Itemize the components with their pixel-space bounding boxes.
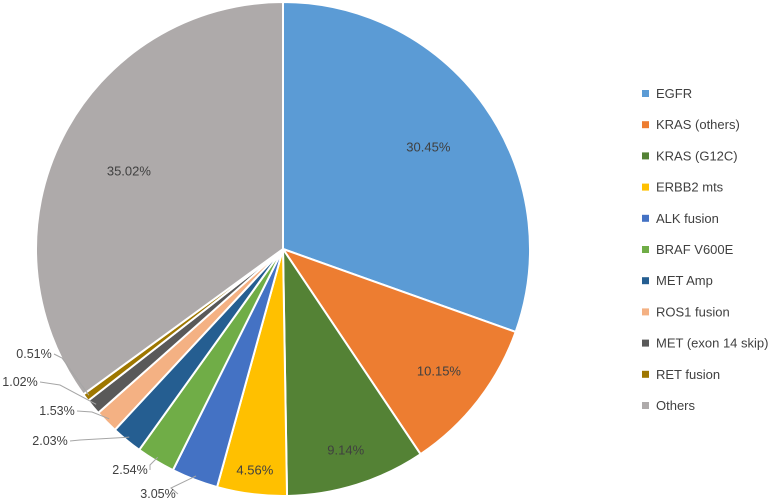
data-labels: 30.45% 10.15% 9.14% 4.56% 3.05% 2.54% 2.03% 1.5… — [2, 140, 461, 501]
leader-line-ret-fusion — [53, 353, 90, 396]
legend-swatch-ret-fusion — [642, 370, 649, 378]
pie-slices — [35, 0, 531, 497]
data-label-met-amp: 2.03% — [32, 434, 67, 448]
leader-line-alk-fusion — [170, 475, 197, 495]
legend-label-kras-others: KRAS (others) — [656, 117, 740, 132]
legend-label-ret-fusion: RET fusion — [656, 367, 720, 382]
legend-swatch-erbb2-mts — [642, 183, 649, 191]
legend-swatch-met-exon-14-skip — [642, 339, 649, 347]
legend-swatch-met-amp — [642, 277, 649, 285]
pie-slice-egfr — [282, 0, 531, 334]
legend-swatch-kras-others — [642, 121, 649, 129]
legend-label-erbb2-mts: ERBB2 mts — [656, 180, 724, 195]
leader-line-braf-v600e — [149, 456, 159, 470]
data-label-egfr: 30.45% — [406, 140, 451, 155]
leader-line-ros1-fusion — [76, 410, 110, 420]
data-label-alk-fusion: 3.05% — [140, 487, 175, 501]
legend-swatch-braf-v600e — [642, 246, 649, 253]
pie-slice-kras-others — [280, 247, 517, 456]
legend-label-kras-g12c: KRAS (G12C) — [656, 148, 738, 163]
data-label-erbb2-mts: 4.56% — [236, 463, 273, 478]
leader-line-met-exon-14-skip — [39, 381, 97, 405]
leader-lines — [39, 353, 197, 495]
legend-swatch-ros1-fusion — [642, 308, 649, 316]
data-label-ros1-fusion: 1.53% — [39, 404, 74, 418]
legend-label-others: Others — [656, 398, 696, 413]
legend: EGFR KRAS (others) KRAS (G12C) ERBB2 mts ALK… — [642, 86, 768, 413]
legend-label-met-amp: MET Amp — [656, 273, 713, 288]
data-label-ret-fusion: 0.51% — [16, 347, 51, 361]
legend-swatch-alk-fusion — [642, 214, 649, 222]
legend-label-met-exon-14-skip: MET (exon 14 skip) — [656, 336, 768, 351]
legend-label-alk-fusion: ALK fusion — [656, 211, 719, 226]
legend-label-egfr: EGFR — [656, 86, 692, 101]
legend-label-braf-v600e: BRAF V600E — [656, 242, 734, 257]
leader-line-met-amp — [69, 436, 130, 442]
data-label-kras-others: 10.15% — [417, 363, 462, 378]
legend-label-ros1-fusion: ROS1 fusion — [656, 304, 730, 319]
legend-swatch-kras-g12c — [642, 152, 649, 160]
data-label-others: 35.02% — [107, 164, 152, 179]
data-label-met-exon-14-skip: 1.02% — [2, 375, 37, 389]
legend-swatch-egfr — [642, 90, 649, 97]
data-label-braf-v600e: 2.54% — [112, 463, 147, 477]
data-label-kras-g12c: 9.14% — [327, 442, 364, 457]
legend-swatch-others — [642, 402, 649, 409]
pie-slice-others — [35, 0, 284, 396]
pie-slice-kras-g12c — [281, 245, 422, 497]
